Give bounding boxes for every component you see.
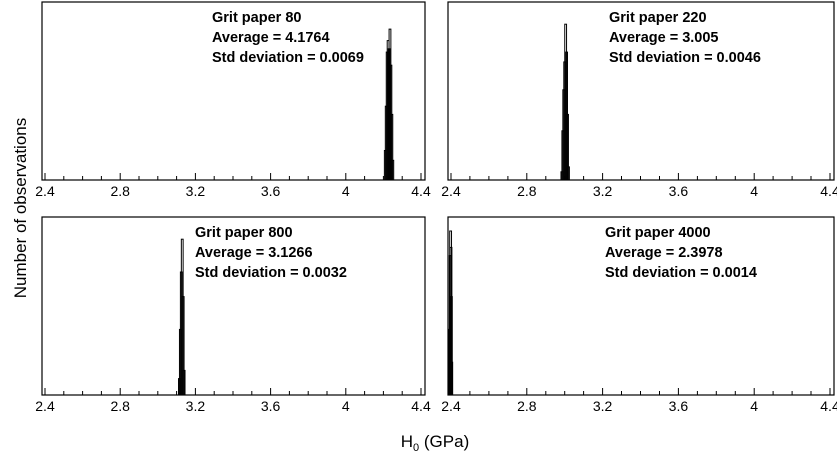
x-tick-label: 4.4	[820, 398, 837, 414]
panel-top-left: 2.4 2.8 3.2 3.6 4 4.4 Grit paper 80 Average = 4…	[35, 1, 431, 199]
annotation-title: Grit paper 220	[609, 10, 707, 26]
x-axis-title-unit: (GPa)	[419, 432, 469, 451]
x-tick-label: 2.8	[517, 398, 537, 414]
panel-bottom-right: 2.4 2.8 3.2 3.6 4 4.4 Grit paper 4000 Average =…	[441, 216, 837, 414]
x-tick-label: 4.4	[411, 398, 431, 414]
panel-frame	[41, 216, 426, 396]
x-tick-label: 4.4	[411, 183, 431, 199]
histogram-bar	[391, 159, 395, 181]
annotation-average: Average = 3.1266	[195, 245, 313, 261]
x-tick-label: 4	[750, 398, 758, 414]
annotation-title: Grit paper 80	[212, 10, 301, 26]
x-tick-label: 2.4	[35, 183, 55, 199]
annotation-title: Grit paper 4000	[605, 225, 711, 241]
x-tick-label: 3.6	[261, 398, 281, 414]
x-tick-label: 4	[342, 183, 350, 199]
panel-frame	[41, 1, 426, 181]
annotation-average: Average = 3.005	[609, 30, 719, 46]
annotation-title: Grit paper 800	[195, 225, 293, 241]
x-tick-label: 3.2	[593, 398, 613, 414]
x-tick-label: 2.8	[110, 398, 130, 414]
x-tick-label: 4	[342, 398, 350, 414]
x-tick-label: 3.2	[186, 183, 206, 199]
x-tick-label: 2.4	[441, 183, 461, 199]
x-tick-label: 2.8	[110, 183, 130, 199]
x-tick-label: 4	[750, 183, 758, 199]
x-tick-label: 3.2	[593, 183, 613, 199]
panel-frame	[447, 216, 835, 396]
histogram-bar	[567, 166, 570, 181]
panel-top-right: 2.4 2.8 3.2 3.6 4 4.4 Grit paper 220 Average = …	[441, 1, 837, 199]
histogram-bar	[182, 369, 186, 396]
annotation-average: Average = 2.3978	[605, 245, 723, 261]
x-tick-label: 2.4	[35, 398, 55, 414]
y-axis-title: Number of observations	[11, 118, 30, 298]
annotation-std: Std deviation = 0.0069	[212, 50, 364, 66]
x-axis-title-subscript: 0	[413, 442, 419, 454]
histogram-bar	[450, 361, 454, 396]
x-tick-label: 3.2	[186, 398, 206, 414]
x-tick-label: 2.8	[517, 183, 537, 199]
x-axis-title-main: H	[401, 432, 413, 451]
annotation-std: Std deviation = 0.0046	[609, 50, 761, 66]
annotation-std: Std deviation = 0.0014	[605, 265, 757, 281]
x-tick-label: 3.6	[669, 183, 689, 199]
panel-bottom-left: 2.4 2.8 3.2 3.6 4 4.4 Grit paper 800 Average = …	[35, 216, 431, 414]
x-tick-label: 4.4	[820, 183, 837, 199]
annotation-std: Std deviation = 0.0032	[195, 265, 347, 281]
annotation-average: Average = 4.1764	[212, 30, 330, 46]
x-tick-label: 3.6	[669, 398, 689, 414]
x-tick-label: 3.6	[261, 183, 281, 199]
x-axis-title: H0 (GPa)	[401, 432, 469, 454]
panel-frame	[447, 1, 835, 181]
x-tick-label: 2.4	[441, 398, 461, 414]
